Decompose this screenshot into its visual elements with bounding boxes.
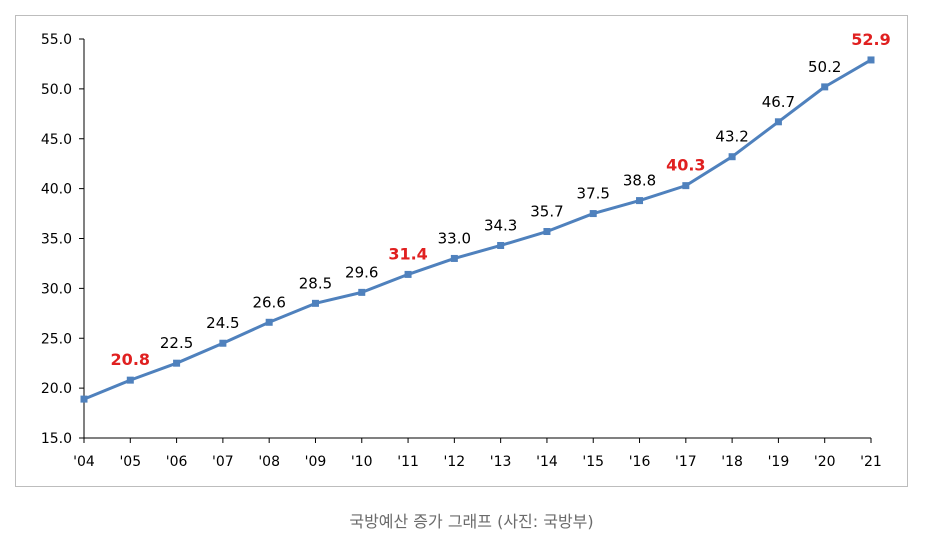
data-label: 33.0 — [438, 229, 471, 247]
y-tick-label: 15.0 — [41, 431, 72, 447]
data-point — [265, 318, 273, 326]
y-tick-label: 55.0 — [41, 32, 72, 48]
data-label: 40.3 — [666, 156, 705, 175]
y-tick-label: 45.0 — [41, 132, 72, 148]
y-tick-label: 40.0 — [41, 182, 72, 198]
data-label: 20.8 — [111, 350, 150, 369]
data-label: 28.5 — [299, 274, 332, 292]
x-tick-label: '04 — [73, 454, 95, 470]
data-label: 52.9 — [851, 30, 890, 49]
data-label: 46.7 — [762, 93, 795, 111]
data-label: 34.3 — [484, 216, 517, 234]
x-tick-label: '20 — [814, 454, 836, 470]
x-tick-label: '16 — [629, 454, 651, 470]
data-point — [543, 228, 551, 236]
data-point — [728, 153, 736, 161]
y-tick-label: 25.0 — [41, 331, 72, 347]
data-label: 24.5 — [206, 314, 239, 332]
y-tick-label: 20.0 — [41, 381, 72, 397]
x-tick-label: '12 — [444, 454, 466, 470]
x-tick-label: '18 — [721, 454, 743, 470]
x-tick-label: '19 — [768, 454, 790, 470]
data-point — [173, 359, 181, 367]
x-tick-label: '09 — [305, 454, 327, 470]
x-tick-label: '15 — [582, 454, 604, 470]
x-tick-label: '13 — [490, 454, 512, 470]
data-point — [682, 182, 690, 190]
x-tick-label: '10 — [351, 454, 373, 470]
data-label: 26.6 — [252, 293, 285, 311]
data-label: 35.7 — [530, 203, 563, 221]
figure-caption: 국방예산 증가 그래프 (사진: 국방부) — [349, 512, 594, 531]
data-point — [450, 254, 458, 262]
data-point — [358, 288, 366, 296]
y-tick-label: 50.0 — [41, 82, 72, 98]
data-label: 43.2 — [715, 128, 748, 146]
x-tick-label: '08 — [258, 454, 280, 470]
data-point — [636, 197, 644, 205]
x-tick-label: '14 — [536, 454, 558, 470]
data-point — [80, 395, 88, 403]
data-point — [774, 118, 782, 126]
x-tick-label: '17 — [675, 454, 697, 470]
data-label: 38.8 — [623, 172, 656, 190]
data-point — [126, 376, 134, 384]
data-point — [589, 210, 597, 218]
data-label: 50.2 — [808, 58, 841, 76]
y-tick-label: 30.0 — [41, 281, 72, 297]
data-point — [867, 56, 875, 64]
data-label: 31.4 — [388, 244, 427, 263]
data-point — [404, 270, 412, 278]
data-point — [497, 241, 505, 249]
data-label: 22.5 — [160, 334, 193, 352]
data-point — [311, 299, 319, 307]
data-point — [219, 339, 227, 347]
x-tick-label: '07 — [212, 454, 234, 470]
data-label: 29.6 — [345, 263, 378, 281]
x-tick-label: '05 — [119, 454, 141, 470]
x-tick-label: '11 — [397, 454, 419, 470]
x-tick-label: '21 — [860, 454, 882, 470]
series-line — [83, 58, 872, 401]
data-label: 37.5 — [577, 185, 610, 203]
data-point — [821, 83, 829, 91]
y-tick-label: 35.0 — [41, 232, 72, 248]
x-tick-label: '06 — [166, 454, 188, 470]
chart-frame — [15, 15, 908, 487]
